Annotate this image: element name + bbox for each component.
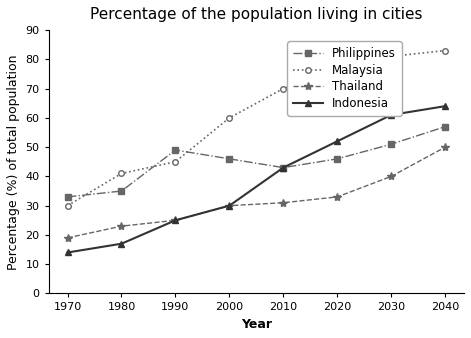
- Malaysia: [281, 87, 286, 91]
- Indonesia: [65, 250, 70, 255]
- Malaysia: [119, 171, 124, 175]
- Thailand: [442, 145, 448, 149]
- Philippines: [442, 125, 448, 129]
- Line: Indonesia: Indonesia: [64, 103, 449, 256]
- Malaysia: [227, 116, 232, 120]
- Line: Philippines: Philippines: [65, 124, 448, 200]
- Indonesia: [119, 242, 124, 246]
- Thailand: [281, 201, 286, 205]
- X-axis label: Year: Year: [241, 318, 272, 331]
- Indonesia: [334, 139, 340, 143]
- Indonesia: [442, 104, 448, 108]
- Philippines: [389, 142, 394, 146]
- Indonesia: [172, 218, 178, 222]
- Thailand: [119, 224, 124, 228]
- Malaysia: [334, 69, 340, 73]
- Thailand: [334, 195, 340, 199]
- Title: Percentage of the population living in cities: Percentage of the population living in c…: [90, 7, 422, 22]
- Philippines: [227, 157, 232, 161]
- Philippines: [119, 189, 124, 193]
- Thailand: [227, 203, 232, 208]
- Indonesia: [389, 113, 394, 117]
- Legend: Philippines, Malaysia, Thailand, Indonesia: Philippines, Malaysia, Thailand, Indones…: [287, 41, 402, 116]
- Thailand: [172, 218, 178, 222]
- Malaysia: [442, 49, 448, 53]
- Y-axis label: Percentage (%) of total population: Percentage (%) of total population: [7, 54, 20, 269]
- Philippines: [281, 166, 286, 170]
- Line: Thailand: Thailand: [64, 143, 449, 242]
- Philippines: [65, 195, 70, 199]
- Philippines: [172, 148, 178, 152]
- Malaysia: [65, 203, 70, 208]
- Indonesia: [281, 166, 286, 170]
- Indonesia: [227, 203, 232, 208]
- Malaysia: [172, 160, 178, 164]
- Line: Malaysia: Malaysia: [65, 48, 448, 209]
- Philippines: [334, 157, 340, 161]
- Thailand: [389, 174, 394, 178]
- Malaysia: [389, 54, 394, 58]
- Thailand: [65, 236, 70, 240]
